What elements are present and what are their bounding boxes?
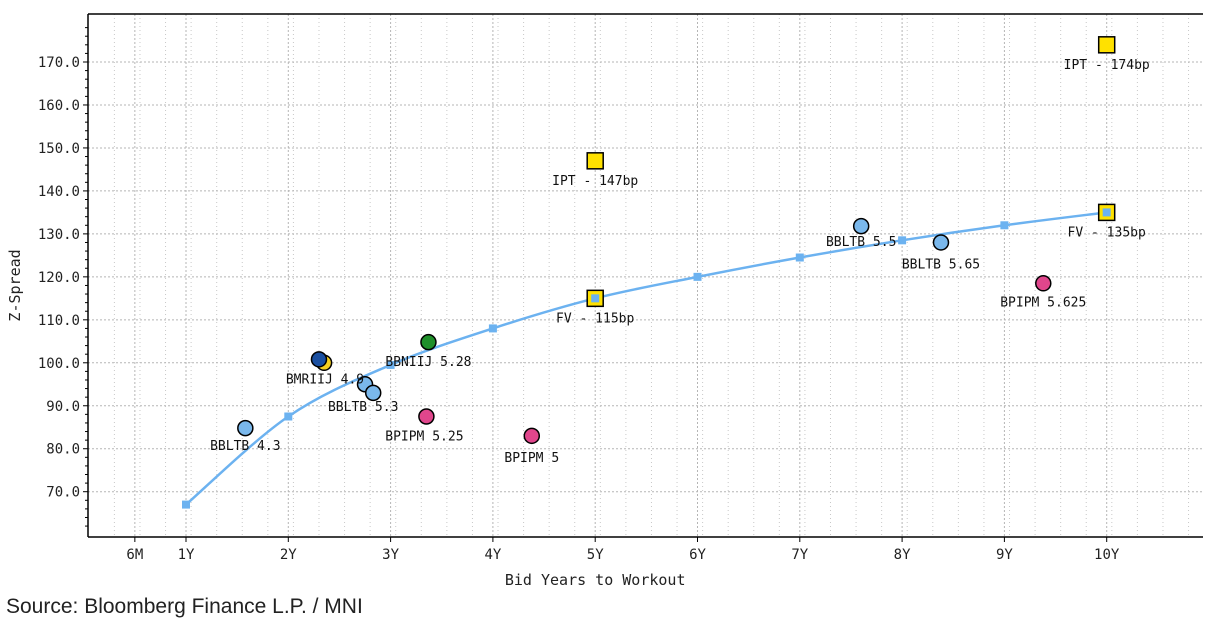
x-tick-label: 8Y bbox=[894, 547, 911, 563]
bond-label: BPIPM 5.625 bbox=[1000, 295, 1086, 310]
y-tick-label: 160.0 bbox=[38, 98, 80, 114]
x-tick-label: 4Y bbox=[484, 547, 501, 563]
square-label: FV - 135bp bbox=[1068, 225, 1146, 240]
y-tick-label: 110.0 bbox=[38, 313, 80, 329]
bond-point bbox=[523, 427, 541, 445]
curve-point bbox=[284, 412, 293, 421]
bond-point bbox=[932, 234, 950, 251]
chart: 6M 1Y 2Y 3Y 4Y 5Y 6Y 7Y 8Y 9Y 10Y 70.0 80.0 90.0 100.0… bbox=[6, 13, 1203, 589]
curve-point bbox=[182, 500, 190, 509]
bond-point bbox=[418, 408, 435, 425]
bond-point bbox=[1035, 275, 1052, 292]
fitted-curve-line bbox=[185, 211, 1107, 506]
bond-point bbox=[852, 217, 870, 235]
x-tick-label: 10Y bbox=[1094, 547, 1120, 563]
y-tick-label: 140.0 bbox=[38, 184, 80, 200]
y-tick-label: 90.0 bbox=[46, 399, 80, 415]
bond-point bbox=[364, 384, 382, 402]
square-label: IPT - 147bp bbox=[552, 174, 638, 189]
square-label: FV - 115bp bbox=[556, 311, 634, 326]
x-tick-label: 7Y bbox=[791, 547, 808, 563]
bond-label: BBNIIJ 5.28 bbox=[385, 355, 471, 370]
bond-label: BPIPM 5 bbox=[504, 451, 559, 466]
curve-point bbox=[488, 324, 497, 333]
bond-label: BPIPM 5.25 bbox=[385, 430, 463, 445]
y-tick-label: 170.0 bbox=[38, 55, 80, 71]
curve-point bbox=[795, 253, 804, 262]
plot-area bbox=[88, 14, 1203, 537]
y-tick-label: 130.0 bbox=[38, 227, 80, 243]
x-tick-label: 6Y bbox=[689, 547, 706, 563]
curve-point-overlay bbox=[591, 294, 600, 303]
bond-label: BBLTB 5.5 bbox=[826, 235, 896, 250]
bond-point bbox=[237, 419, 254, 437]
y-tick-label: 100.0 bbox=[38, 356, 80, 372]
bond-label: BBLTB 5.65 bbox=[902, 257, 980, 272]
x-tick-label: 2Y bbox=[280, 547, 297, 563]
square-label: IPT - 174bp bbox=[1064, 58, 1150, 73]
y-axis-title: Z-Spread bbox=[6, 249, 24, 321]
x-tick-label: 3Y bbox=[382, 547, 399, 563]
bond-point bbox=[310, 351, 328, 368]
curve-point bbox=[386, 360, 395, 369]
chart-svg: 6M 1Y 2Y 3Y 4Y 5Y 6Y 7Y 8Y 9Y 10Y 70.0 80.0 90.0 100.0… bbox=[6, 13, 1203, 589]
x-tick-label: 5Y bbox=[587, 547, 604, 563]
curve-point bbox=[898, 236, 907, 245]
bond-label: BBLTB 5.3 bbox=[328, 400, 398, 415]
y-tick-label: 120.0 bbox=[38, 270, 80, 286]
x-tick-label: 9Y bbox=[996, 547, 1013, 563]
square-marker bbox=[1097, 36, 1116, 54]
y-tick-label: 150.0 bbox=[38, 141, 80, 157]
x-tick-label: 6M bbox=[126, 547, 143, 563]
x-axis-title: Bid Years to Workout bbox=[505, 571, 686, 589]
y-tick-label: 70.0 bbox=[46, 485, 80, 501]
curve-point-overlay bbox=[1102, 208, 1111, 217]
source-note: Source: Bloomberg Finance L.P. / MNI bbox=[6, 595, 363, 618]
curve-point bbox=[1000, 221, 1009, 230]
bond-point bbox=[420, 333, 437, 351]
curve-point bbox=[693, 272, 702, 281]
x-tick-label: 1Y bbox=[178, 547, 195, 563]
y-tick-label: 80.0 bbox=[46, 442, 80, 458]
square-marker bbox=[586, 152, 604, 170]
bond-label: BBLTB 4.3 bbox=[210, 439, 280, 454]
bond-label: BMRIIJ 4.9 bbox=[286, 372, 364, 387]
